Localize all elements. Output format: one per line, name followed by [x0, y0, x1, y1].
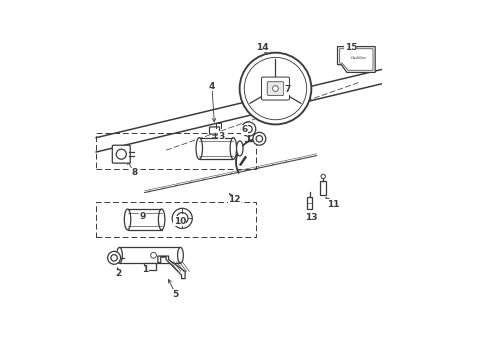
Circle shape — [176, 213, 188, 224]
FancyBboxPatch shape — [267, 82, 284, 95]
Circle shape — [172, 208, 192, 228]
Text: 7: 7 — [284, 85, 291, 94]
Polygon shape — [158, 256, 185, 279]
Polygon shape — [338, 46, 375, 72]
Text: 12: 12 — [228, 195, 241, 204]
Bar — [307, 197, 312, 210]
Text: 6: 6 — [241, 125, 247, 134]
Text: 11: 11 — [327, 200, 339, 209]
Ellipse shape — [177, 247, 183, 263]
Ellipse shape — [196, 138, 202, 159]
FancyBboxPatch shape — [112, 145, 130, 163]
Circle shape — [116, 149, 126, 159]
Circle shape — [151, 252, 156, 258]
Text: 13: 13 — [305, 213, 318, 222]
Bar — [199, 138, 233, 159]
Text: 9: 9 — [140, 212, 146, 221]
Text: 10: 10 — [173, 217, 186, 226]
Circle shape — [272, 86, 278, 91]
Bar — [320, 181, 326, 195]
Ellipse shape — [158, 209, 165, 230]
Ellipse shape — [230, 138, 237, 159]
Circle shape — [253, 132, 266, 145]
FancyBboxPatch shape — [262, 77, 290, 100]
Text: 1: 1 — [142, 265, 148, 274]
Circle shape — [108, 251, 121, 264]
Text: 3: 3 — [219, 132, 225, 141]
Circle shape — [111, 255, 117, 261]
Bar — [120, 247, 180, 263]
Circle shape — [256, 135, 263, 142]
Text: 4: 4 — [209, 82, 215, 91]
Ellipse shape — [124, 209, 131, 230]
Text: 15: 15 — [344, 43, 357, 52]
Bar — [127, 209, 162, 230]
Ellipse shape — [117, 247, 122, 263]
Bar — [144, 263, 156, 270]
FancyBboxPatch shape — [210, 127, 220, 134]
Circle shape — [242, 122, 256, 136]
Ellipse shape — [237, 141, 243, 156]
Text: Cadillac: Cadillac — [351, 56, 368, 60]
Circle shape — [245, 126, 252, 133]
Text: 8: 8 — [131, 168, 138, 177]
Text: 2: 2 — [116, 269, 122, 278]
Circle shape — [240, 53, 311, 125]
Circle shape — [321, 174, 325, 179]
Text: 5: 5 — [172, 289, 178, 298]
Text: 14: 14 — [256, 43, 269, 52]
Circle shape — [245, 57, 307, 120]
